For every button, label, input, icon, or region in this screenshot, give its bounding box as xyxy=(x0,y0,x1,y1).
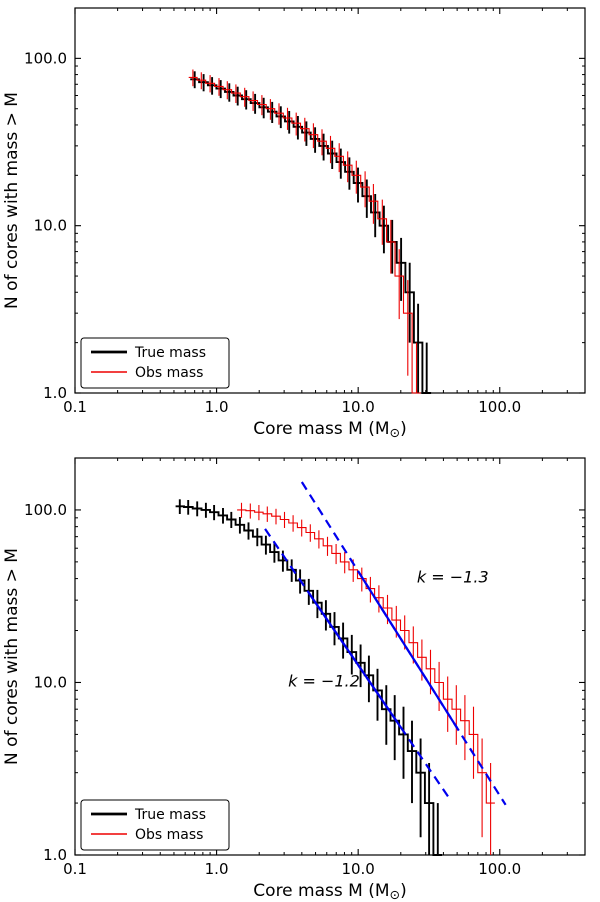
legend-label: True mass xyxy=(134,807,206,823)
fit-true-mass xyxy=(264,528,452,801)
annotation-slope-1: k = −1.3 xyxy=(417,567,489,586)
step-line xyxy=(237,509,495,804)
x-tick-label: 10.0 xyxy=(341,398,374,416)
fit-obs-mass xyxy=(300,481,507,806)
fit-solid-line xyxy=(308,592,402,728)
x-axis-label: Core mass M (M⊙) xyxy=(253,881,406,902)
x-tick-label: 0.1 xyxy=(63,860,87,878)
legend-label: Obs mass xyxy=(135,827,203,843)
step-line xyxy=(190,78,432,394)
y-tick-label: 1.0 xyxy=(43,384,67,402)
x-tick-label: 100.0 xyxy=(478,398,521,416)
x-tick-label: 0.1 xyxy=(63,398,87,416)
legend: True mass Obs mass xyxy=(80,337,230,389)
legend: True mass Obs mass xyxy=(80,799,230,851)
y-tick-label: 1.0 xyxy=(43,846,67,864)
y-tick-label: 100.0 xyxy=(24,501,67,519)
y-tick-label: 100.0 xyxy=(24,49,67,67)
legend-box xyxy=(80,799,230,851)
annotation-slope-0: k = −1.2 xyxy=(288,671,360,690)
x-tick-label: 10.0 xyxy=(341,860,374,878)
fit-dashed-line xyxy=(300,481,507,806)
series-true-mass xyxy=(190,71,432,394)
fit-dashed-line xyxy=(264,528,452,801)
legend-box xyxy=(80,337,230,389)
plot-frame xyxy=(74,7,586,394)
minor-ticks xyxy=(75,8,585,393)
y-tick-label: 10.0 xyxy=(34,673,67,691)
plot-frame xyxy=(74,457,586,856)
step-line xyxy=(175,505,443,856)
major-ticks xyxy=(74,8,585,394)
step-line xyxy=(188,76,421,394)
major-ticks xyxy=(74,458,585,856)
y-axis-label: N of cores with mass > M xyxy=(2,548,22,765)
x-axis-label: Core mass M (M⊙) xyxy=(253,419,406,440)
x-tick-label: 1.0 xyxy=(205,398,229,416)
x-tick-label: 100.0 xyxy=(478,860,521,878)
y-tick-label: 10.0 xyxy=(34,217,67,235)
legend-label: Obs mass xyxy=(135,365,203,381)
legend-label: True mass xyxy=(134,345,206,361)
series-obs-mass xyxy=(188,69,421,394)
fit-solid-line xyxy=(357,570,459,729)
series-obs-mass xyxy=(237,502,495,855)
y-axis-label: N of cores with mass > M xyxy=(2,92,22,309)
x-tick-label: 1.0 xyxy=(205,860,229,878)
minor-ticks xyxy=(75,458,585,855)
